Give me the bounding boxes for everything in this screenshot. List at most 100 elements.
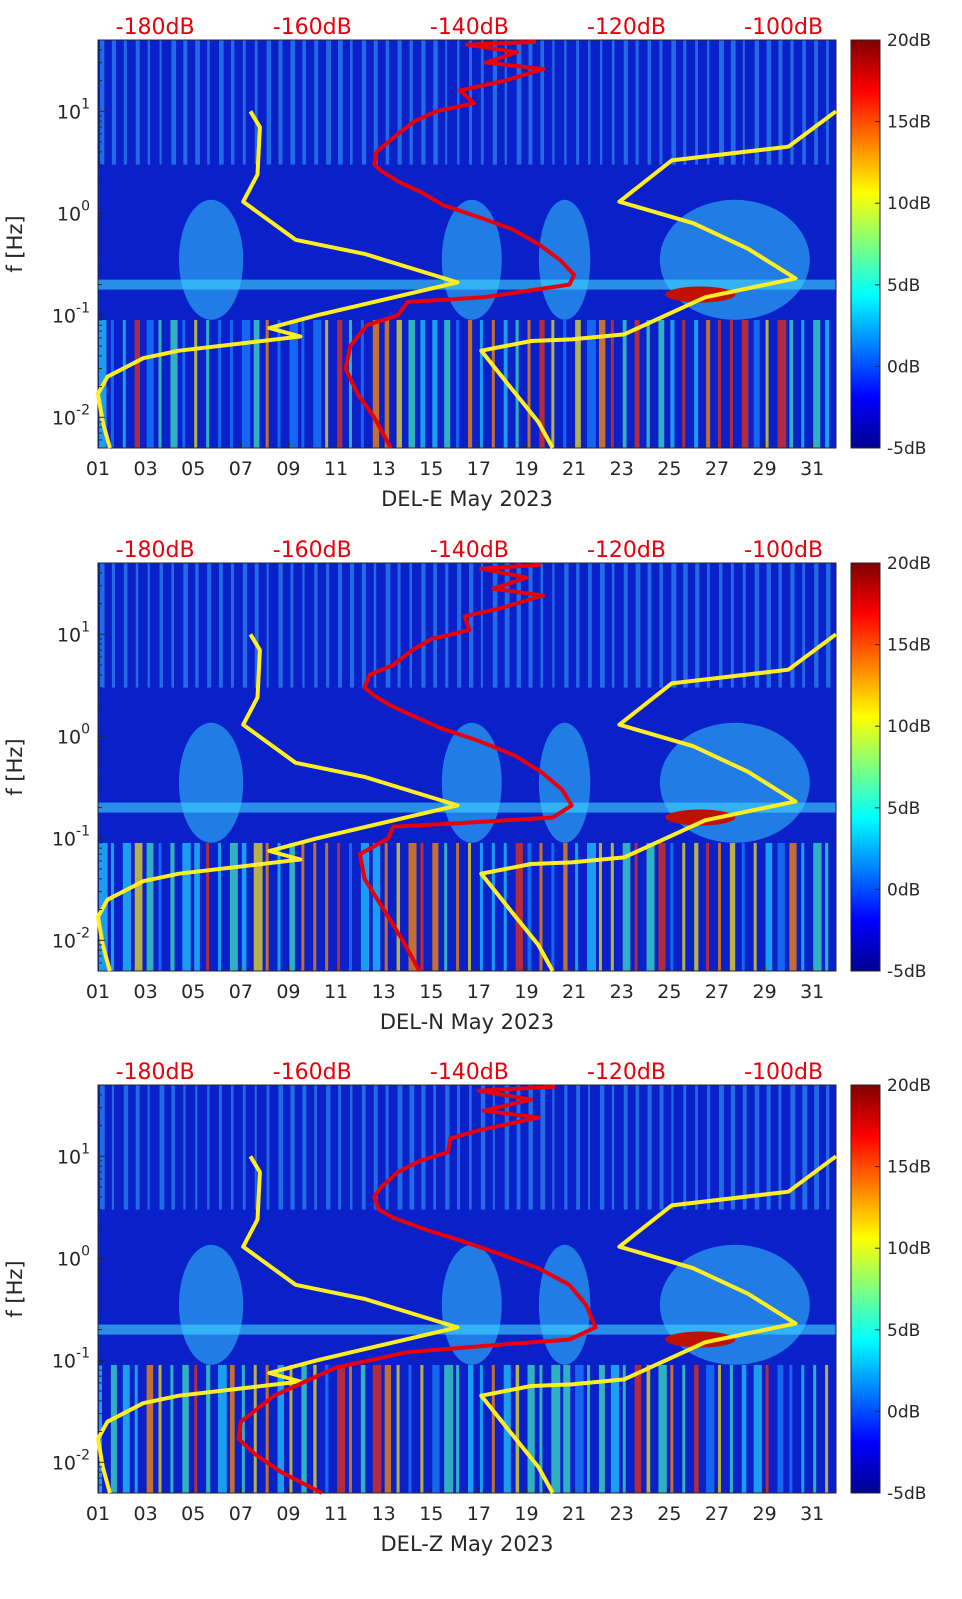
spectrogram-streak xyxy=(397,563,401,688)
spectrogram-streak xyxy=(349,563,355,688)
spectrogram-stripe xyxy=(253,1364,257,1493)
spectrogram-streak xyxy=(647,40,652,165)
spectrogram-stripe xyxy=(301,319,305,448)
colorbar-label: 20dB xyxy=(887,1076,931,1096)
spectrogram-stripe xyxy=(706,319,711,448)
spectrogram-stripe xyxy=(182,1364,189,1493)
spectrogram-stripe xyxy=(384,319,390,448)
spectrogram-stripe xyxy=(741,319,749,448)
spectrogram-streak xyxy=(302,563,305,688)
spectrogram-stripe xyxy=(182,842,191,971)
spectrogram-streak xyxy=(588,563,592,688)
spectrogram-stripe xyxy=(563,319,567,448)
spectrogram-streak xyxy=(111,40,117,165)
x-tick-label: 15 xyxy=(419,1503,443,1525)
x-tick-label: 17 xyxy=(467,981,491,1003)
spectrogram-stripe xyxy=(313,842,317,971)
spectrogram-stripe xyxy=(337,842,341,971)
spectrogram-stripe xyxy=(110,319,114,448)
x-tick-label: 03 xyxy=(134,981,158,1003)
spectrogram-stripe xyxy=(694,1364,699,1493)
spectrogram-stripe xyxy=(539,319,545,448)
spectrogram-streak xyxy=(635,1085,640,1210)
spectrogram-stripe xyxy=(670,319,675,448)
spectrogram-stripe xyxy=(301,842,305,971)
spectrogram-streak xyxy=(778,1085,782,1210)
spectrogram-streak xyxy=(623,563,628,688)
spectrogram-blob xyxy=(538,199,591,320)
spectrogram-streak xyxy=(242,1085,246,1210)
spectrogram-stripe xyxy=(432,319,438,448)
spectrogram-hotspot xyxy=(665,1331,736,1348)
spectrogram-stripe xyxy=(610,1364,620,1493)
spectrogram-stripe xyxy=(515,842,523,971)
panel-2: 01 03 05 07 09 11 13 15 17 19 21 23 25 27 29 31 10-2 10-1… xyxy=(3,538,931,1034)
spectrogram-stripe xyxy=(575,319,581,448)
x-tick-label: 23 xyxy=(610,458,634,480)
spectrogram-streak xyxy=(314,563,318,688)
spectrogram-stripe xyxy=(563,1364,571,1493)
spectrogram-stripe xyxy=(194,319,198,448)
x-tick-label: 21 xyxy=(562,981,586,1003)
x-axis-label: DEL-N May 2023 xyxy=(380,1010,554,1034)
spectrogram-stripe xyxy=(539,842,543,971)
x-tick-label: 27 xyxy=(705,458,729,480)
spectrogram-streak xyxy=(754,1085,760,1210)
spectrogram-stripe xyxy=(658,842,666,971)
spectrogram-stripe xyxy=(777,842,785,971)
spectrogram-stripe xyxy=(337,319,343,448)
panel-1: 01 03 05 07 09 11 13 15 17 19 21 23 25 27 29 31 10-2 10-1… xyxy=(3,15,931,511)
spectrogram-streak xyxy=(504,40,507,165)
spectrogram-stripe xyxy=(194,842,200,971)
spectrogram-stripe xyxy=(646,1364,651,1493)
x-tick-label: 13 xyxy=(372,1503,396,1525)
spectrogram-stripe xyxy=(396,842,401,971)
spectrogram-band xyxy=(98,802,836,813)
top-db-label: -160dB xyxy=(273,15,352,40)
spectrogram-streak xyxy=(552,1085,555,1210)
spectrogram-hotspot xyxy=(665,809,736,826)
spectrogram-streak xyxy=(516,1085,521,1210)
spectrogram-streak xyxy=(469,1085,472,1210)
colorbar xyxy=(850,39,881,449)
spectrogram-streak xyxy=(730,563,734,688)
spectrogram-stripe xyxy=(551,319,555,448)
top-db-label: -160dB xyxy=(273,538,352,563)
spectrogram-stripe xyxy=(503,842,507,971)
spectrogram-streak xyxy=(230,563,234,688)
spectrogram-streak xyxy=(373,1085,378,1210)
x-tick-label: 21 xyxy=(562,1503,586,1525)
x-tick-label: 01 xyxy=(86,458,110,480)
spectrogram-stripe xyxy=(587,1364,591,1493)
spectrogram-streak xyxy=(183,1085,186,1210)
x-tick-label: 09 xyxy=(276,981,300,1003)
spectrogram-stripe xyxy=(813,842,822,971)
spectrogram-stripe xyxy=(99,1364,102,1493)
spectrogram-streak xyxy=(361,40,367,165)
spectrogram-stripe xyxy=(146,1364,154,1493)
top-db-label: -180dB xyxy=(116,1060,195,1085)
spectrogram-streak xyxy=(492,1085,495,1210)
spectrogram-stripe xyxy=(813,319,821,448)
x-tick-label: 03 xyxy=(134,458,158,480)
x-tick-label: 07 xyxy=(229,981,253,1003)
spectrogram-stripe xyxy=(277,319,281,448)
signal-line xyxy=(343,39,577,449)
spectrogram-stripe xyxy=(682,1364,686,1493)
spectrogram-stripe xyxy=(741,1364,747,1493)
spectrogram-stripe xyxy=(206,1364,211,1493)
spectrogram-stripe xyxy=(717,1364,721,1493)
spectrogram-stripe xyxy=(801,1364,805,1493)
spectrogram-stripe xyxy=(753,842,757,971)
x-axis-label: DEL-Z May 2023 xyxy=(381,1532,554,1556)
spectrogram-stripe xyxy=(634,842,638,971)
spectrogram-stripe xyxy=(146,319,154,448)
spectrogram-stripe xyxy=(765,842,773,971)
spectrogram-stripe xyxy=(825,1364,829,1493)
top-db-label: -180dB xyxy=(116,15,195,40)
spectrogram-streak xyxy=(111,563,116,688)
spectrogram-streak xyxy=(349,1085,353,1210)
x-tick-label: 31 xyxy=(800,1503,824,1525)
spectrogram-stripe xyxy=(444,842,448,971)
spectrogram-streak xyxy=(528,563,533,688)
